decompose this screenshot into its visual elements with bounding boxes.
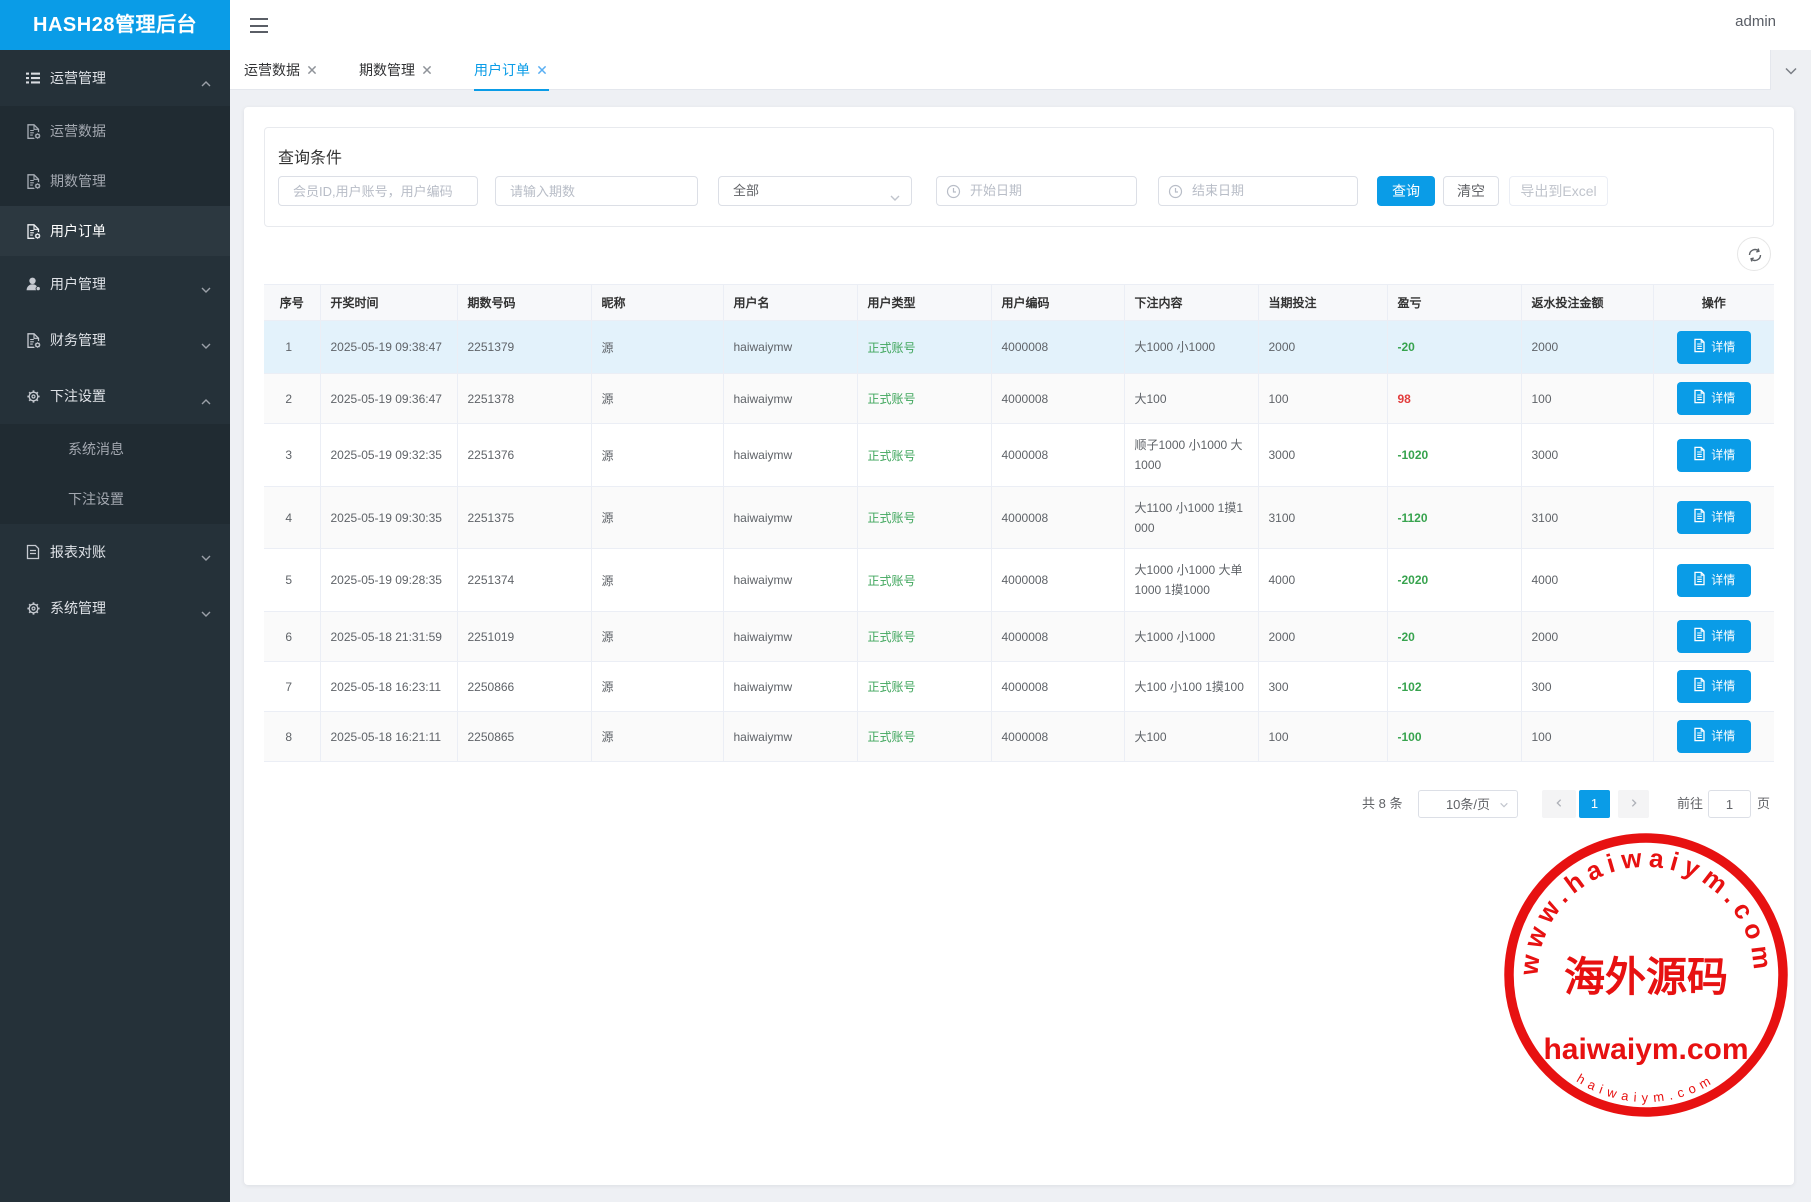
svg-text:haiwaiym.com: haiwaiym.com — [1543, 1033, 1748, 1066]
svg-text:海外源码: 海外源码 — [1564, 954, 1728, 1000]
